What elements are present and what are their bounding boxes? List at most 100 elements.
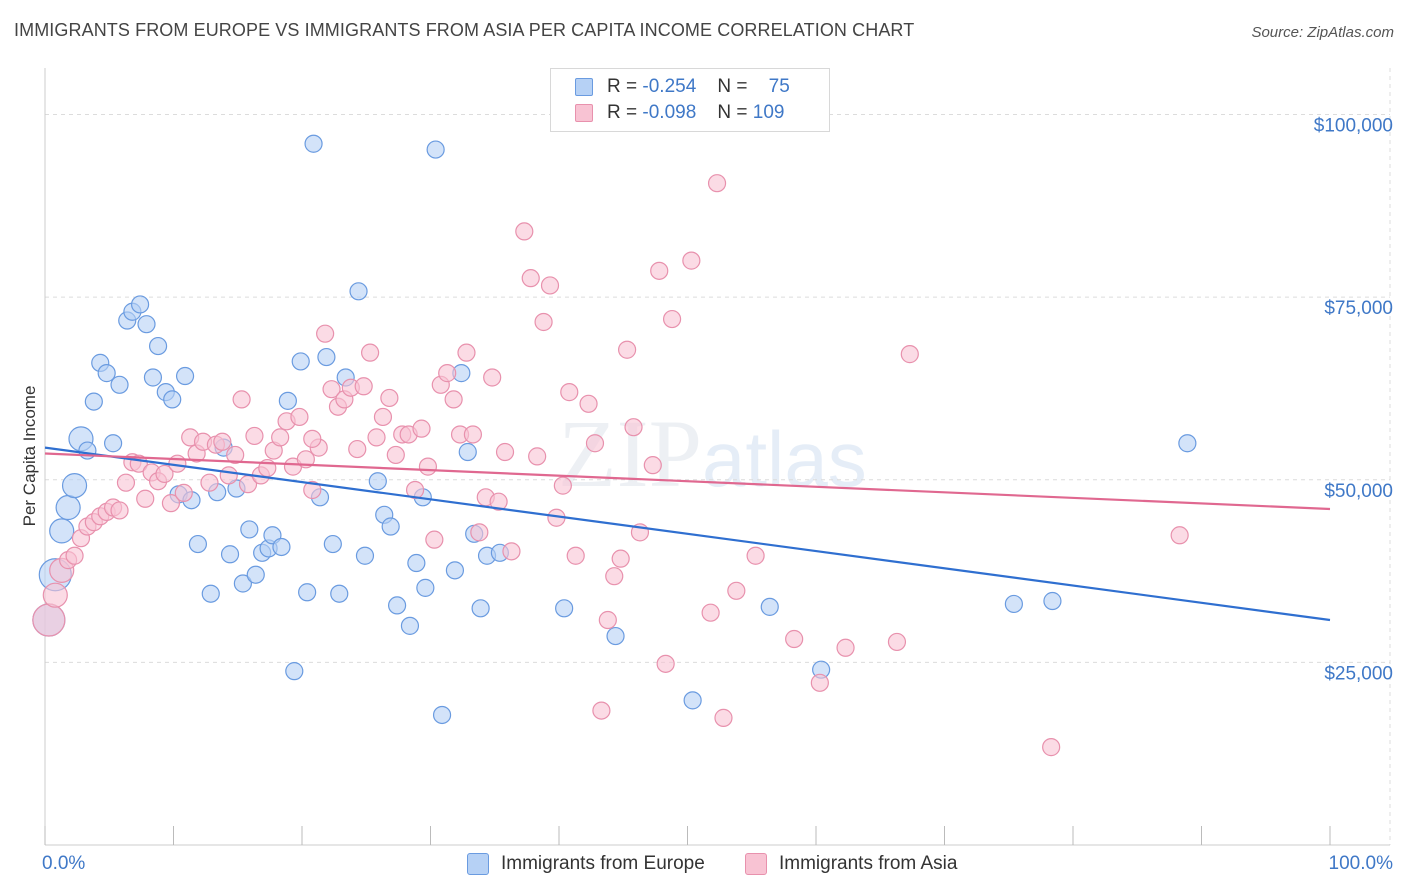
europe-point <box>432 705 452 725</box>
asia-point <box>271 428 290 447</box>
legend-row-asia: R = -0.098 N = 109 <box>575 101 784 125</box>
chart-title: IMMIGRANTS FROM EUROPE VS IMMIGRANTS FRO… <box>14 20 915 40</box>
europe-point <box>163 390 182 409</box>
europe-point <box>555 599 574 618</box>
europe-point <box>445 561 465 580</box>
asia-point <box>354 377 373 396</box>
bottom-asia-label: Immigrants from Asia <box>779 853 958 874</box>
asia-point <box>405 480 425 500</box>
asia-point <box>322 380 341 399</box>
europe-point <box>97 364 116 383</box>
europe-point <box>246 565 265 584</box>
asia-point <box>662 309 682 329</box>
europe-point <box>285 662 304 681</box>
asia-point <box>226 445 245 465</box>
asia-point <box>348 439 367 459</box>
europe-point <box>148 336 168 356</box>
europe-points <box>32 134 1197 725</box>
asia-point <box>386 445 405 465</box>
asia-point <box>1042 738 1061 757</box>
bottom-europe-swatch <box>467 853 489 875</box>
asia-point <box>502 542 521 561</box>
europe-point <box>400 616 420 635</box>
asia-n-label: N = <box>717 102 748 123</box>
asia-point <box>624 418 643 437</box>
europe-point <box>188 534 208 554</box>
x-tick-label-min: 0.0% <box>42 853 85 874</box>
europe-point <box>349 282 368 301</box>
asia-r-label: R = <box>607 102 638 123</box>
europe-point <box>1004 594 1023 614</box>
y-tick-label: $25,000 <box>1324 663 1393 684</box>
asia-point <box>65 546 84 565</box>
asia-point <box>361 343 380 362</box>
asia-r-value: -0.098 <box>642 102 697 123</box>
asia-point <box>528 447 547 466</box>
asia-point <box>746 546 765 565</box>
europe-point <box>471 599 490 618</box>
asia-point <box>540 276 560 295</box>
asia-point <box>418 457 438 476</box>
europe-point <box>458 442 477 462</box>
asia-point <box>682 251 701 270</box>
asia-point <box>521 269 540 288</box>
europe-point <box>323 534 342 554</box>
europe-n-label: N = <box>717 76 748 97</box>
watermark: ZIPatlas <box>558 398 867 509</box>
europe-point <box>1178 434 1197 453</box>
asia-point <box>810 673 829 692</box>
asia-point <box>219 466 238 485</box>
axis-layer <box>44 68 1390 846</box>
bottom-asia-swatch <box>745 853 767 875</box>
europe-point <box>130 295 150 314</box>
asia-point <box>245 426 264 446</box>
asia-point <box>367 428 386 447</box>
europe-swatch <box>575 78 593 96</box>
asia-point <box>136 489 155 508</box>
asia-point <box>483 368 502 387</box>
asia-point <box>643 456 662 475</box>
europe-point <box>330 584 349 603</box>
asia-point <box>303 429 322 448</box>
asia-point <box>155 464 174 484</box>
y-axis-label: Per Capita Income <box>20 386 39 527</box>
asia-point <box>605 567 624 586</box>
asia-point <box>42 582 68 608</box>
asia-point <box>656 654 675 673</box>
source-label: Source: ZipAtlas.com <box>1251 24 1394 41</box>
europe-point <box>233 574 252 593</box>
asia-point <box>438 364 457 383</box>
asia-point <box>174 483 193 503</box>
asia-point <box>707 174 727 193</box>
europe-point <box>104 434 123 453</box>
europe-point <box>760 597 779 616</box>
asia-point <box>303 480 322 500</box>
y-tick-label: $50,000 <box>1324 481 1393 502</box>
asia-swatch <box>575 104 593 122</box>
asia-point <box>714 708 733 727</box>
asia-point <box>457 343 476 362</box>
asia-trend-line <box>44 452 1331 511</box>
asia-point <box>444 390 463 409</box>
asia-point <box>836 638 855 657</box>
asia-point <box>592 701 611 720</box>
europe-point <box>84 392 103 411</box>
europe-point <box>220 545 240 564</box>
x-tick-label-max: 100.0% <box>1329 853 1394 874</box>
europe-point <box>368 472 387 491</box>
asia-point <box>373 407 393 427</box>
europe-r-value: -0.254 <box>642 76 697 97</box>
europe-point <box>317 347 336 367</box>
axis-labels: $25,000 $50,000 $75,000 $100,000 0.0% 100.0% P… <box>20 116 1393 874</box>
asia-point <box>611 549 630 568</box>
watermark-zip: ZIP <box>558 400 702 507</box>
asia-point <box>900 345 919 364</box>
asia-point <box>650 261 669 280</box>
asia-point <box>495 442 515 462</box>
asia-point <box>727 581 746 600</box>
europe-point <box>298 583 317 602</box>
asia-point <box>425 530 444 549</box>
asia-point <box>290 407 309 427</box>
asia-point <box>110 501 129 520</box>
asia-point <box>785 629 804 649</box>
